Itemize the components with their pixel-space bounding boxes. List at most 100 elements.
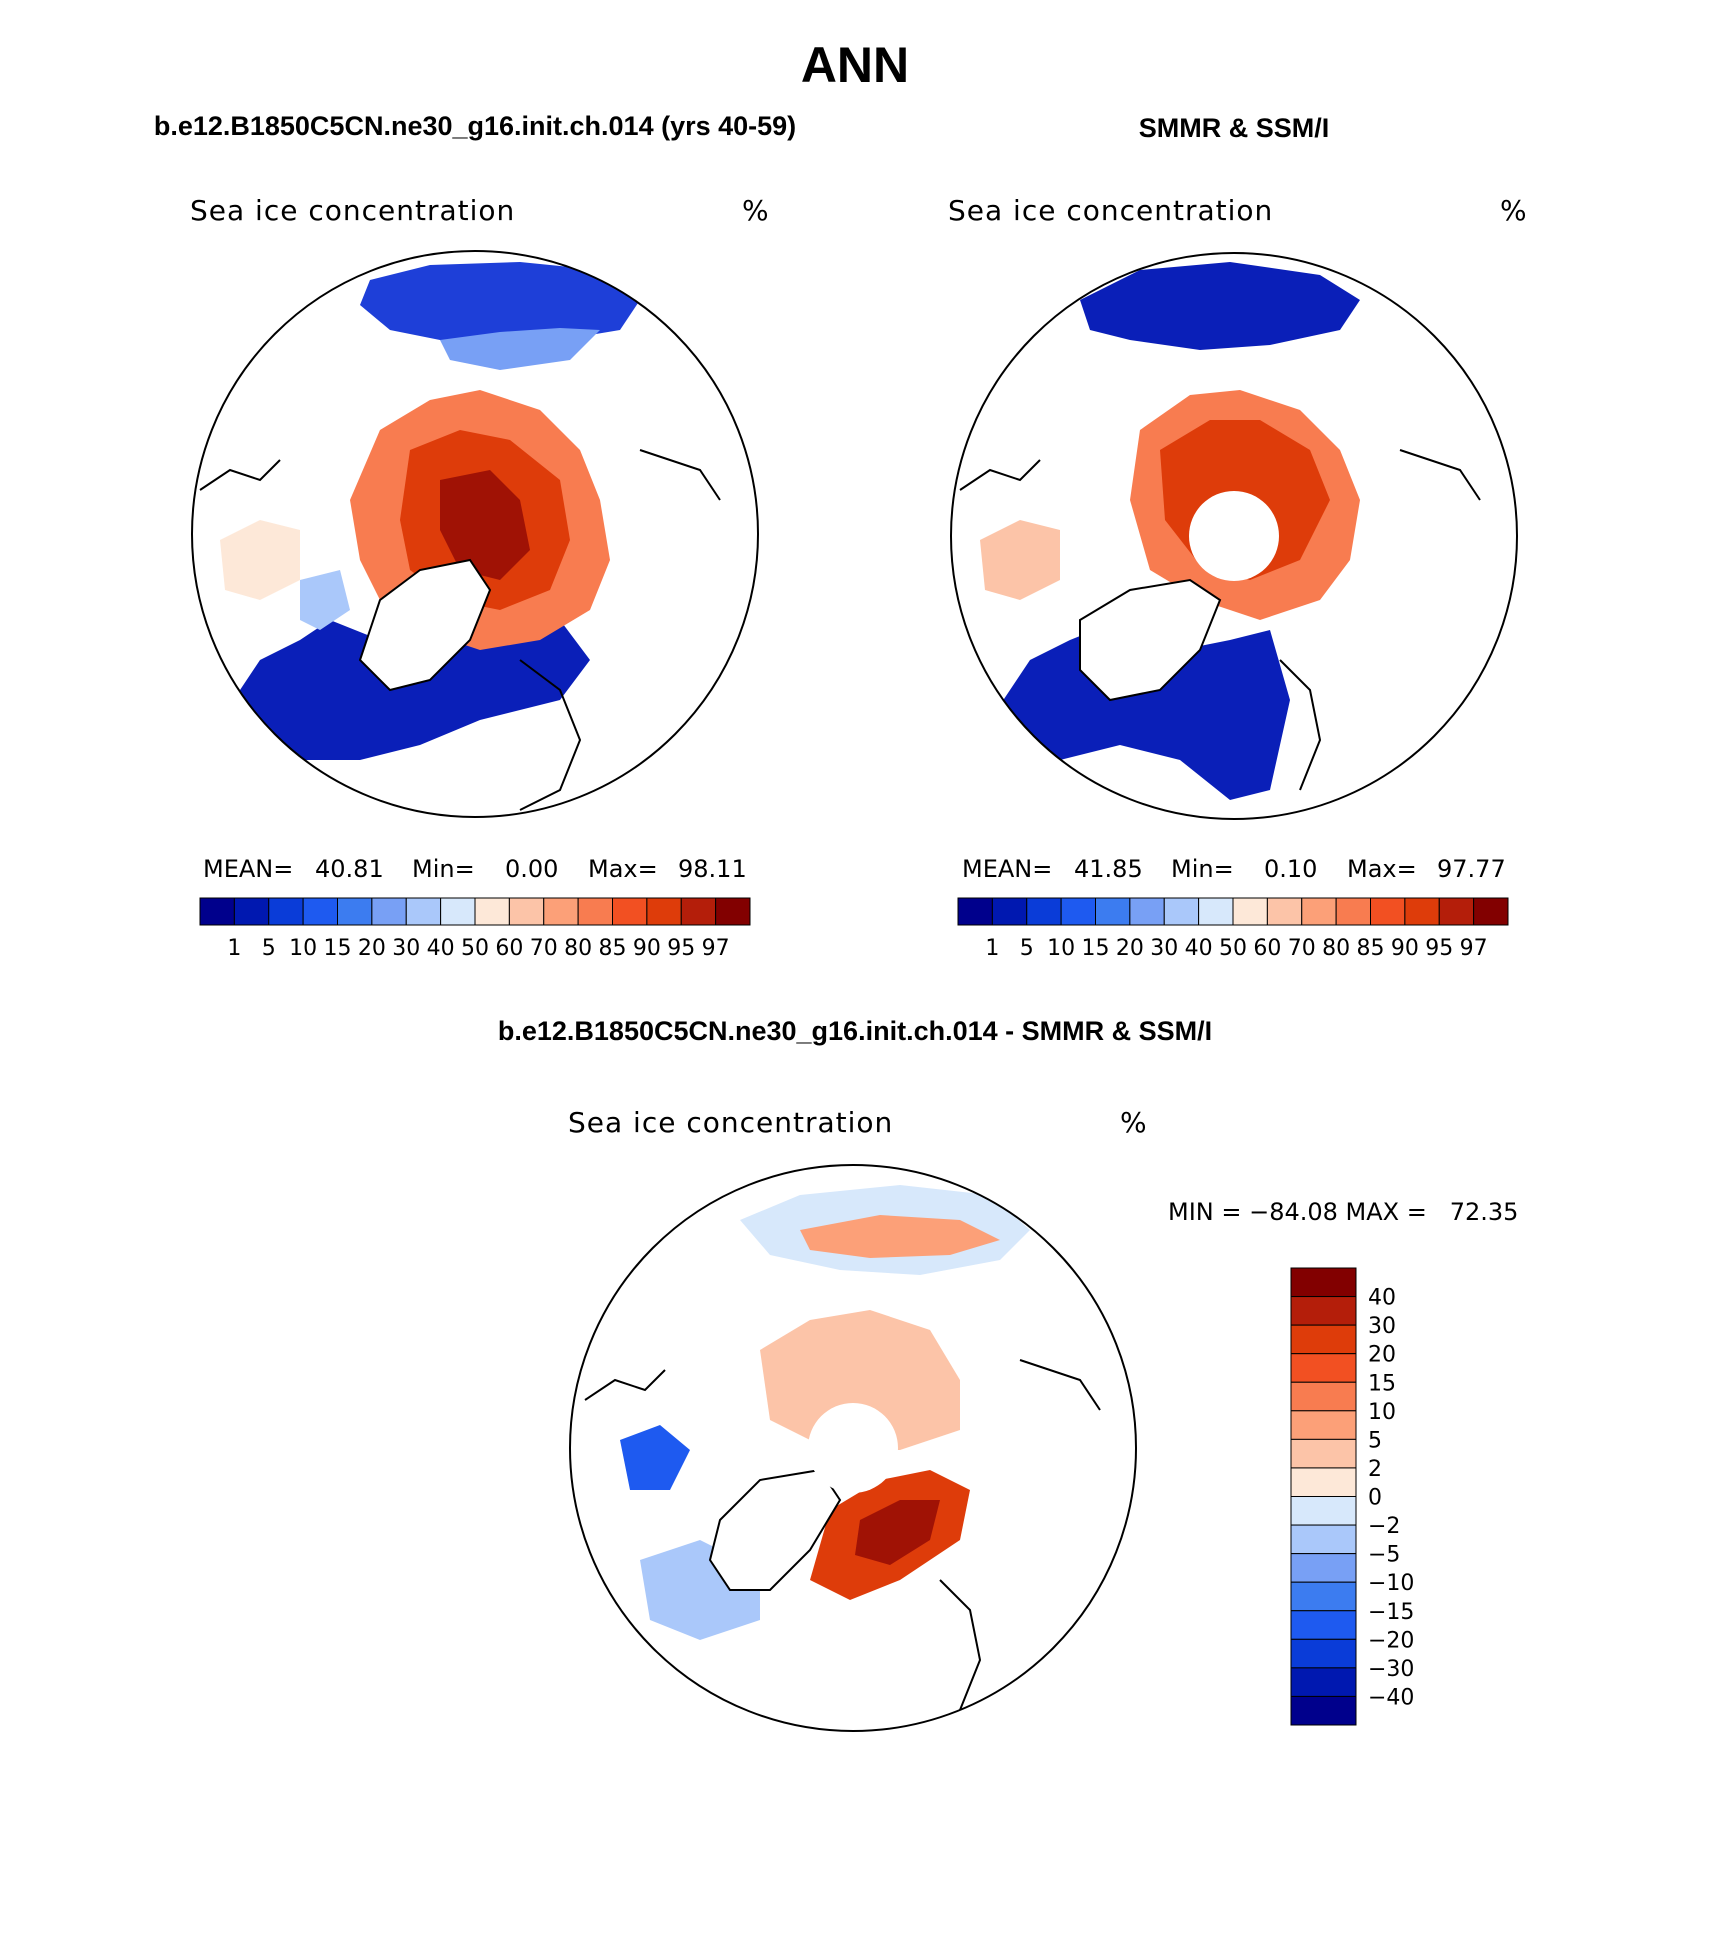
colorbar-swatch <box>680 897 717 926</box>
colorbar-tick-label: 90 <box>633 936 661 961</box>
colorbar-swatch <box>1232 897 1268 926</box>
colorbar-tick-label: 20 <box>1368 1343 1396 1368</box>
colorbar-tick-label: 5 <box>1020 936 1034 961</box>
colorbar-tick-label: 50 <box>1219 936 1247 961</box>
panel-obs: SMMR & SSM/I Sea ice concentration % MEA… <box>948 113 1527 961</box>
colorbar-swatch <box>1473 897 1509 926</box>
panel-obs-units: % <box>1500 194 1527 227</box>
colorbar-swatch <box>1290 1553 1357 1583</box>
colorbar-swatch <box>1026 897 1062 926</box>
colorbar-tick-label: 40 <box>1368 1286 1396 1311</box>
panel-obs-heading: SMMR & SSM/I <box>1139 113 1330 143</box>
colorbar-swatch <box>1290 1324 1357 1355</box>
colorbar-tick-label: 60 <box>495 936 523 961</box>
colorbar-swatch <box>1290 1296 1357 1326</box>
map-boundary <box>950 252 1518 820</box>
colorbar-tick-label: 80 <box>564 936 592 961</box>
colorbar-swatch <box>268 897 304 926</box>
colorbar-tick-label: 20 <box>358 936 386 961</box>
colorbar-tick-label: −20 <box>1368 1628 1414 1653</box>
colorbar-tick-label: 1 <box>227 936 241 961</box>
colorbar-swatch <box>1198 897 1234 926</box>
colorbar-swatch <box>337 897 373 926</box>
colorbar-tick-label: 1 <box>985 936 999 961</box>
ice-low-belt <box>220 620 590 760</box>
colorbar-swatch <box>405 897 442 926</box>
colorbar-tick-label: 5 <box>1368 1428 1382 1453</box>
colorbar-tick-label: 90 <box>1391 936 1419 961</box>
colorbar-tick-label: 15 <box>324 936 352 961</box>
landmass-greenland <box>708 1468 842 1591</box>
colorbar-swatch <box>1290 1610 1357 1640</box>
colorbar-swatch <box>1290 1267 1357 1298</box>
colorbar-tick-label: 60 <box>1253 936 1281 961</box>
colorbar-tick-label: 80 <box>1322 936 1350 961</box>
panel-obs-stats: MEAN= 41.85 Min= 0.10 Max= 97.77 <box>962 855 1506 883</box>
panel-diff-variable: Sea ice concentration <box>568 1106 893 1139</box>
diff-atlantic-hot <box>855 1500 940 1565</box>
colorbar-tick-label: −30 <box>1368 1657 1414 1682</box>
colorbar-swatch <box>612 897 648 926</box>
colorbar-swatch <box>302 897 338 926</box>
pole-hole <box>1189 491 1279 581</box>
landmass-coast <box>584 1359 1101 1711</box>
figure-title: ANN <box>801 37 909 93</box>
colorbar-tick-label: 30 <box>1150 936 1178 961</box>
ice-mid-belt-upper <box>440 328 600 370</box>
colorbar-swatch <box>1290 1496 1357 1526</box>
colorbar-swatch <box>371 897 407 926</box>
polar-map-diff <box>570 1165 1136 1731</box>
panel-model-units: % <box>742 194 769 227</box>
colorbar-tick-label: −10 <box>1368 1571 1414 1596</box>
colorbar-tick-label: 5 <box>262 936 276 961</box>
colorbar-swatch <box>1290 1581 1357 1612</box>
ice-low-belt <box>990 620 1290 800</box>
panel-model: b.e12.B1850C5CN.ne30_g16.init.ch.014 (yr… <box>154 111 796 961</box>
ice-basin-97 <box>440 470 530 580</box>
panel-model-variable: Sea ice concentration <box>190 194 515 227</box>
panel-model-heading: b.e12.B1850C5CN.ne30_g16.init.ch.014 (yr… <box>154 111 796 141</box>
colorbar-tick-label: 40 <box>1185 936 1213 961</box>
panel-diff-units: % <box>1120 1106 1147 1139</box>
diff-labrador-cool <box>620 1425 690 1490</box>
colorbar-swatch <box>1163 897 1200 926</box>
colorbar-tick-label: 70 <box>530 936 558 961</box>
colorbar-swatch <box>1404 897 1440 926</box>
ice-low-belt-upper <box>360 262 640 350</box>
polar-map-model <box>192 251 758 817</box>
colorbar-swatch <box>1290 1524 1357 1555</box>
panel-diff-heading: b.e12.B1850C5CN.ne30_g16.init.ch.014 - S… <box>498 1016 1212 1046</box>
colorbar-swatch <box>508 897 545 926</box>
landmass-coast <box>199 449 721 811</box>
colorbar-tick-label: 10 <box>289 936 317 961</box>
colorbar-swatch <box>1060 897 1096 926</box>
colorbar-swatch <box>1290 1438 1357 1469</box>
colorbar-tick-label: −5 <box>1368 1543 1400 1568</box>
colorbar-swatch <box>233 897 270 926</box>
colorbar-swatch <box>474 897 510 926</box>
colorbar-tick-label: 85 <box>1357 936 1385 961</box>
colorbar-model: 1 5 10 15 20 30 40 50 60 70 80 85 90 95 97 <box>199 897 751 961</box>
colorbar-tick-label: 2 <box>1368 1457 1382 1482</box>
ice-low-belt-upper <box>1080 262 1360 350</box>
colorbar-swatch <box>1301 897 1337 926</box>
colorbar-tick-label: 10 <box>1047 936 1075 961</box>
colorbar-tick-label: 0 <box>1368 1486 1382 1511</box>
panel-model-stats: MEAN= 40.81 Min= 0.00 Max= 98.11 <box>203 855 747 883</box>
colorbar-swatch <box>199 897 235 926</box>
ice-hudson-edge <box>300 570 350 630</box>
landmass-greenland <box>1079 578 1222 702</box>
colorbar-tick-label: 50 <box>461 936 489 961</box>
panel-diff-minmax: MIN = −84.08 MAX = 72.35 <box>1168 1198 1518 1226</box>
colorbar-swatch <box>1290 1410 1357 1440</box>
colorbar-swatch <box>577 897 613 926</box>
colorbar-swatch <box>1370 897 1406 926</box>
polar-map-obs <box>951 253 1517 819</box>
pole-hole <box>808 1403 898 1493</box>
ice-hudson <box>220 520 300 600</box>
colorbar-tick-label: 40 <box>427 936 455 961</box>
colorbar-swatch <box>1290 1695 1357 1726</box>
colorbar-swatch <box>1438 897 1475 926</box>
